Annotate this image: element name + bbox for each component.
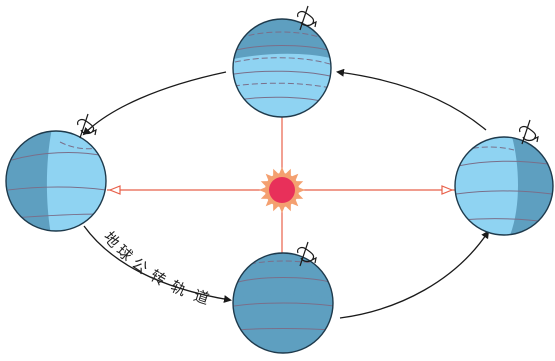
earth-left-axis-icon	[77, 113, 97, 139]
earth-bottom-axis-icon	[297, 241, 317, 267]
earth-bottom	[232, 241, 334, 354]
earth-top-axis-icon	[297, 5, 317, 31]
earth-left	[5, 113, 107, 232]
orbit-arc-top-right	[336, 68, 487, 131]
orbit-label-char: 道	[191, 286, 211, 308]
orbit-label-char: 转	[147, 266, 169, 289]
orbit-arc-bottom-left	[83, 225, 232, 303]
sun-core	[269, 177, 295, 203]
earth-right-axis-icon	[519, 119, 539, 145]
ray-arrowhead-left	[108, 185, 121, 195]
earth-right	[454, 119, 554, 236]
earth-top	[232, 5, 332, 118]
orbit-label-char: 公	[128, 254, 151, 277]
sun	[259, 167, 305, 213]
orbit-arc-top-left	[82, 71, 227, 136]
earth-bottom-day-side	[233, 294, 333, 353]
ray-arrowhead-right	[441, 185, 454, 195]
earth-top-latitude-lines	[233, 31, 331, 89]
orbit-arc-bottom-right	[339, 230, 490, 319]
orbit-label-char: 轨	[168, 277, 189, 300]
orbit-path	[82, 68, 490, 319]
orbit-label: 地球公转轨道	[100, 228, 212, 308]
